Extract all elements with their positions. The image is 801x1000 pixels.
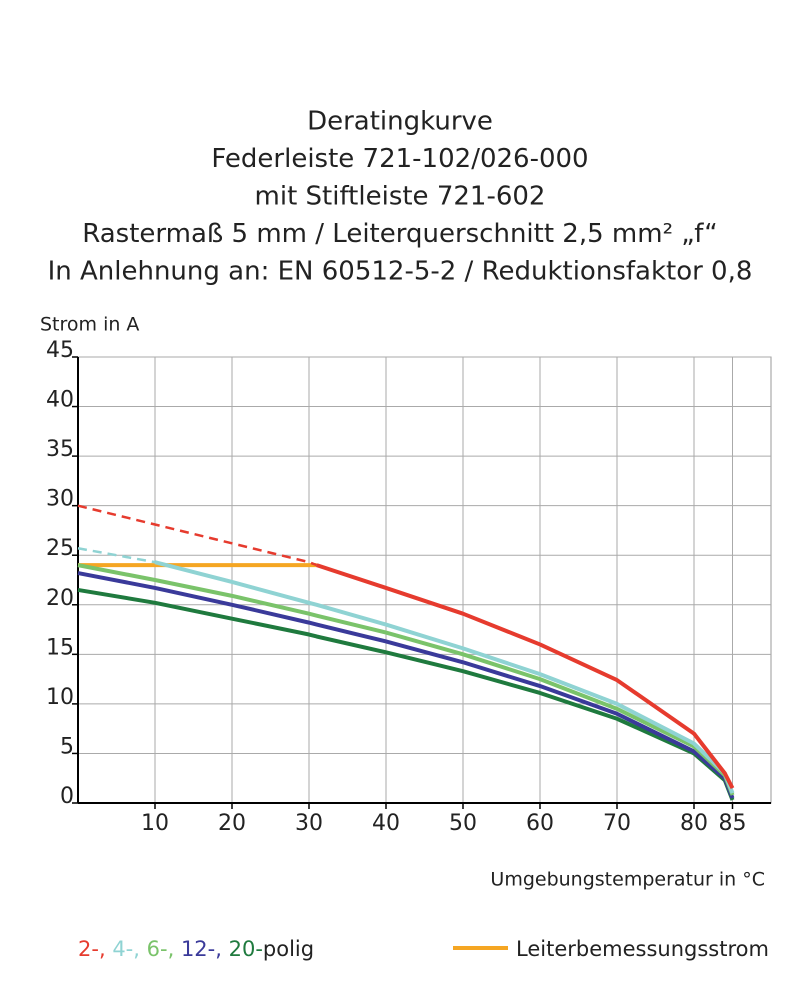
x-tick-label: 70 (603, 811, 631, 836)
legend-suffix: polig (263, 937, 314, 961)
y-axis-label: Strom in A (40, 314, 139, 336)
legend-separator: , (99, 937, 112, 961)
y-tick-label: 20 (46, 586, 74, 611)
legend-separator: , (215, 937, 228, 961)
series-line (77, 563, 735, 796)
chart-title: In Anlehnung an: EN 60512-5-2 / Reduktio… (48, 257, 753, 287)
chart-title: Deratingkurve (307, 107, 493, 137)
legend-separator: , (168, 937, 181, 961)
series-line (316, 563, 735, 790)
chart-title: Rastermaß 5 mm / Leiterquerschnitt 2,5 m… (82, 219, 717, 249)
x-axis-label: Umgebungstemperatur in °C (490, 869, 765, 891)
series-line (77, 571, 735, 799)
y-tick-label: 5 (60, 734, 74, 759)
y-tick-label: 35 (46, 437, 74, 462)
y-tick-label: 25 (46, 536, 74, 561)
series-line-dashed (77, 504, 318, 567)
x-tick-label: 80 (680, 811, 708, 836)
legend-entry: Leiterbemessungsstrom (516, 937, 769, 961)
x-tick-label: 10 (141, 811, 169, 836)
x-tick-label: 50 (449, 811, 477, 836)
legend-entry: 20- (229, 937, 263, 961)
y-tick-label: 10 (46, 685, 74, 710)
legend-entry: 2- (78, 937, 99, 961)
x-tick-label: 20 (218, 811, 246, 836)
chart-title: Federleiste 721-102/026-000 (211, 144, 588, 174)
chart-title: mit Stiftleiste 721-602 (255, 182, 546, 212)
x-tick-label: 40 (372, 811, 400, 836)
series-line-dashed (77, 547, 156, 564)
series-line (77, 587, 735, 801)
legend-separator: , (133, 937, 146, 961)
x-tick-label: 85 (719, 811, 747, 836)
legend-series: 2-, 4-, 6-, 12-, 20-polig (78, 937, 314, 961)
legend-entry: 6- (147, 937, 168, 961)
y-tick-label: 45 (46, 338, 74, 363)
x-tick-label: 30 (295, 811, 323, 836)
y-tick-label: 0 (60, 784, 74, 809)
series-line (154, 560, 735, 794)
y-tick-label: 30 (46, 487, 74, 512)
x-tick-label: 60 (526, 811, 554, 836)
y-tick-label: 40 (46, 388, 74, 413)
legend-entry: 12- (181, 937, 215, 961)
legend-entry: 4- (112, 937, 133, 961)
y-tick-label: 15 (46, 635, 74, 660)
